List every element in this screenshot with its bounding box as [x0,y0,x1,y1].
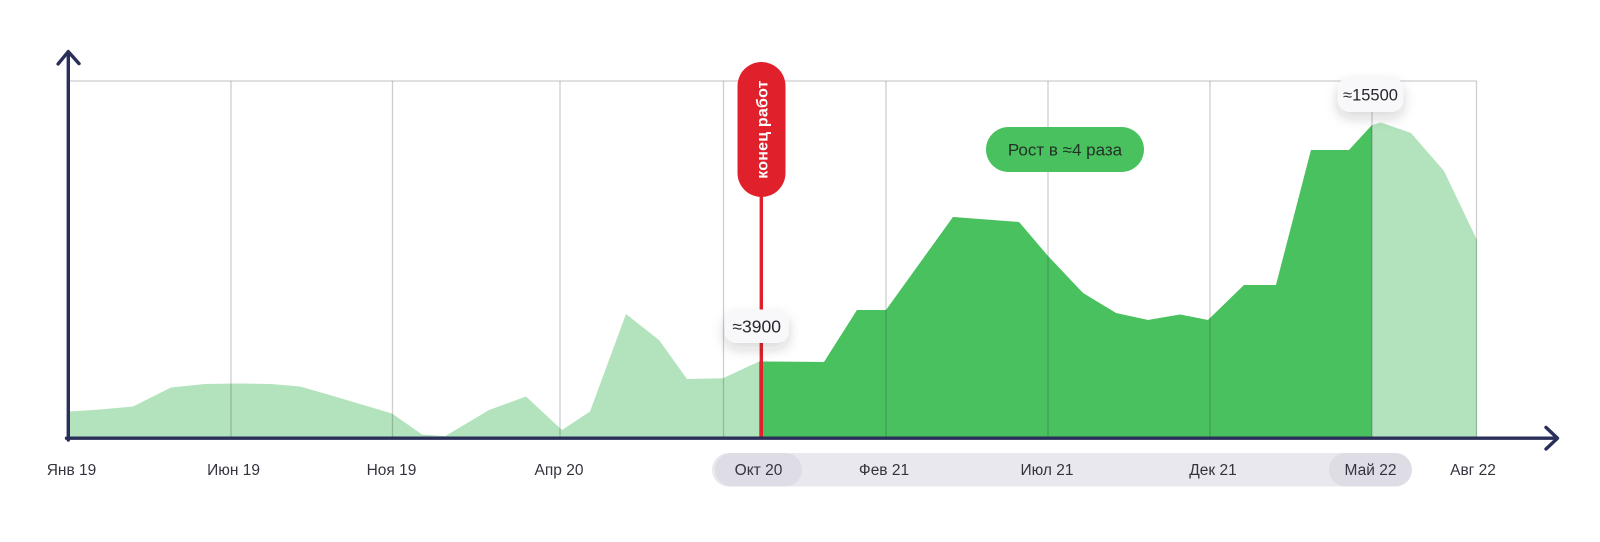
svg-text:Июл 21: Июл 21 [1020,462,1073,479]
svg-text:Июн 19: Июн 19 [207,462,260,479]
svg-text:Окт 20: Окт 20 [735,462,783,479]
svg-text:Янв 19: Янв 19 [47,462,97,479]
svg-text:Дек 21: Дек 21 [1189,462,1236,479]
svg-text:Рост в ≈4 раза: Рост в ≈4 раза [1008,141,1123,160]
svg-text:Ноя 19: Ноя 19 [367,462,417,479]
svg-text:Апр 20: Апр 20 [535,462,584,479]
svg-text:≈3900: ≈3900 [732,316,781,336]
svg-text:Май 22: Май 22 [1345,462,1397,479]
svg-text:конец работ: конец работ [755,80,772,178]
svg-text:Фев 21: Фев 21 [859,462,909,479]
svg-text:Авг 22: Авг 22 [1450,462,1496,479]
svg-text:≈15500: ≈15500 [1343,87,1398,105]
